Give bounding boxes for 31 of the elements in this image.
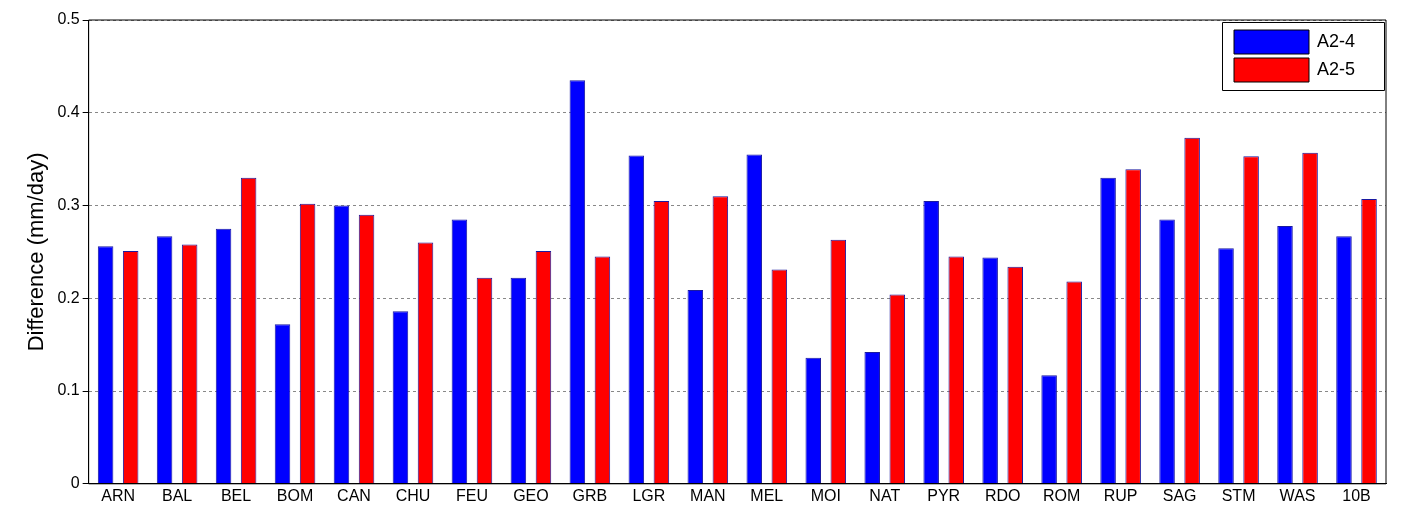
- x-tick-label: ARN: [101, 486, 136, 504]
- x-tick-label: BOM: [276, 486, 314, 504]
- y-tick-label: 0.4: [57, 103, 80, 121]
- legend-label: A2-4: [1317, 30, 1356, 51]
- x-tick-label: SAG: [1162, 486, 1197, 504]
- y-tick-label: 0.3: [57, 195, 80, 213]
- x-tick-label: MAN: [690, 486, 726, 504]
- x-tick-label: BAL: [161, 486, 193, 504]
- x-tick-label: STM: [1221, 486, 1256, 504]
- x-tick-label: BEL: [220, 486, 252, 504]
- x-tick-label: GEO: [513, 486, 549, 504]
- y-tick-label: 0: [70, 474, 80, 492]
- x-tick-label: WAS: [1279, 486, 1316, 504]
- x-tick-label: MOI: [810, 486, 841, 504]
- x-tick-label: PYR: [927, 486, 961, 504]
- x-tick-label: GRB: [572, 486, 608, 504]
- x-tick-label: LGR: [632, 486, 666, 504]
- x-tick-label: 10B: [1342, 486, 1371, 504]
- x-tick-label: ROM: [1043, 486, 1081, 504]
- legend-label: A2-5: [1317, 58, 1356, 79]
- y-tick-label: 0.5: [57, 10, 80, 28]
- x-tick-label: FEU: [455, 486, 488, 504]
- x-tick-label: RDO: [984, 486, 1021, 504]
- x-tick-label: NAT: [869, 486, 901, 504]
- x-tick-label: RUP: [1103, 486, 1138, 504]
- x-tick-label: CAN: [337, 486, 371, 504]
- y-axis-title: Difference (mm/day): [23, 152, 49, 352]
- y-tick-label: 0.2: [57, 288, 80, 306]
- x-tick-label: MEL: [750, 486, 784, 504]
- y-tick-label: 0.1: [57, 381, 80, 399]
- x-tick-label: CHU: [395, 486, 431, 504]
